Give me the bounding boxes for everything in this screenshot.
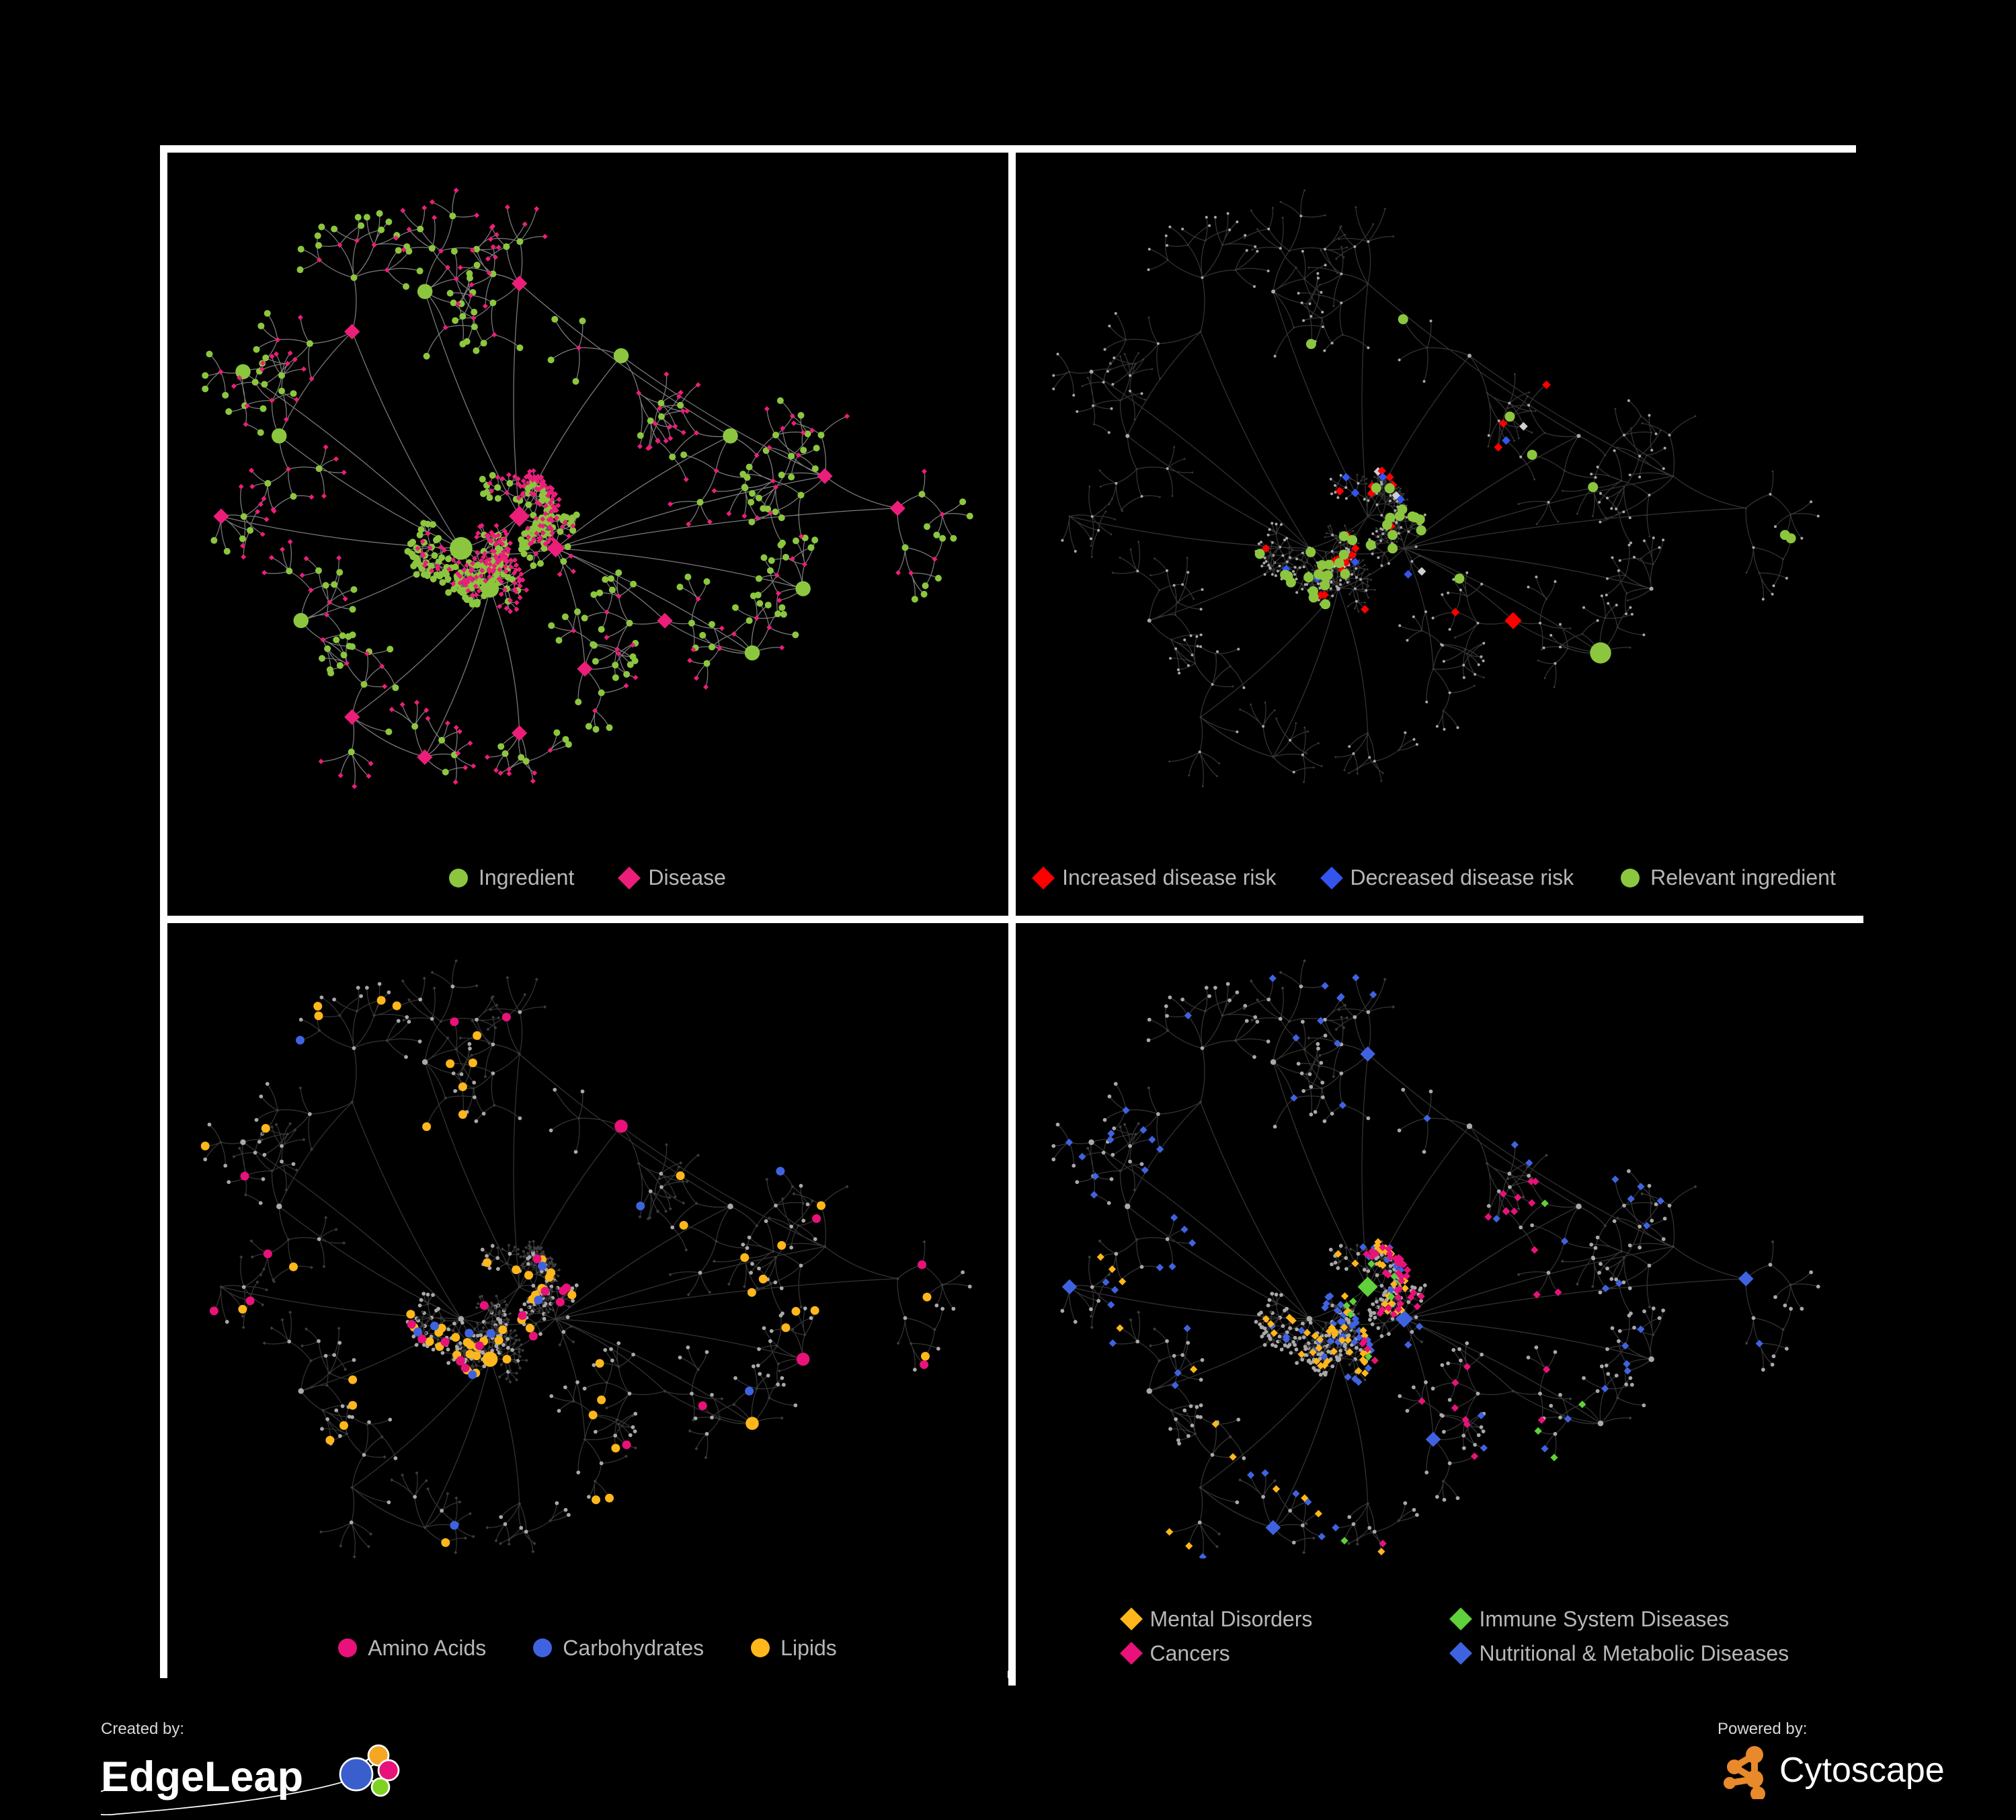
svg-text:Cytoscape: Cytoscape [1779,1751,1945,1790]
svg-text:EdgeLeap: EdgeLeap [101,1753,303,1801]
